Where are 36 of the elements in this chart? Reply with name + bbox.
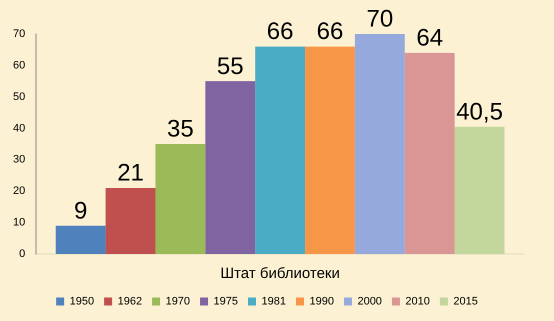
y-tick-label: 50	[12, 90, 26, 103]
data-label: 40,5	[456, 98, 503, 126]
data-label: 66	[316, 18, 344, 46]
legend-label: 1990	[309, 296, 334, 308]
y-tick-label: 70	[12, 28, 26, 40]
legend-label: 1950	[70, 296, 94, 308]
bar	[255, 46, 306, 254]
legend-label: 2015	[453, 296, 478, 308]
data-label: 70	[366, 6, 394, 33]
y-tick-label: 10	[12, 216, 26, 229]
legend-label: 1962	[118, 296, 142, 308]
bar	[106, 188, 156, 254]
legend-label: 1981	[262, 296, 286, 308]
y-tick-label: 30	[12, 154, 26, 166]
data-label: 35	[167, 116, 194, 143]
data-label: 9	[74, 197, 88, 224]
data-label: 66	[266, 18, 294, 46]
bar	[354, 34, 405, 254]
data-label: 55	[216, 52, 244, 80]
bar	[305, 46, 355, 254]
y-tick-label: 40	[12, 122, 26, 134]
bar	[205, 81, 256, 254]
y-tick-label: 0	[19, 248, 26, 260]
legend-label: 1975	[214, 296, 238, 308]
bar	[56, 226, 106, 254]
x-tick-label: Штат библиотеки	[220, 265, 340, 282]
y-tick-label: 60	[12, 59, 26, 72]
bar	[155, 144, 206, 254]
bar	[454, 126, 504, 254]
bar	[404, 52, 455, 254]
data-label: 21	[117, 160, 144, 187]
legend-label: 2010	[405, 296, 430, 308]
y-tick-label: 20	[12, 185, 26, 198]
legend-label: 2000	[357, 296, 382, 308]
legend-label: 1970	[166, 296, 190, 308]
data-label: 64	[416, 24, 444, 52]
